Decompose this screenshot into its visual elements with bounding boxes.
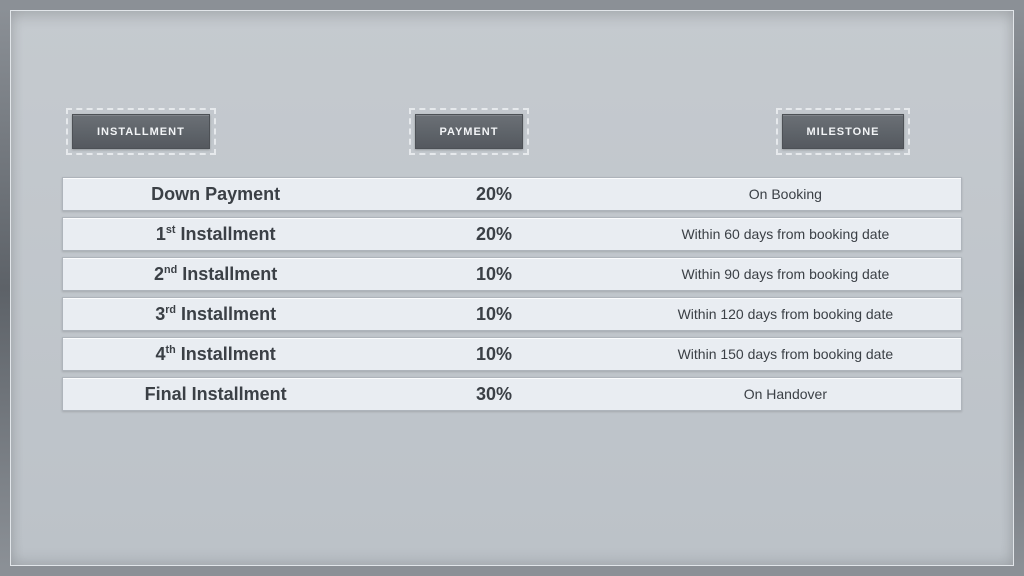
cell-installment: 4th Installment xyxy=(63,344,368,365)
header-cell: INSTALLMENT xyxy=(62,108,282,155)
header-cell: MILESTONE xyxy=(708,108,978,155)
header-badge-outer: INSTALLMENT xyxy=(66,108,216,155)
table-row: 2nd Installment10%Within 90 days from bo… xyxy=(62,257,962,291)
cell-installment: 1st Installment xyxy=(63,224,368,245)
cell-installment: 3rd Installment xyxy=(63,304,368,325)
table-row: 1st Installment20%Within 60 days from bo… xyxy=(62,217,962,251)
cell-payment: 30% xyxy=(368,384,619,405)
cell-milestone: Within 150 days from booking date xyxy=(620,346,961,362)
cell-payment: 10% xyxy=(368,344,619,365)
cell-payment: 10% xyxy=(368,264,619,285)
cell-milestone: On Booking xyxy=(620,186,961,202)
table-row: 3rd Installment10%Within 120 days from b… xyxy=(62,297,962,331)
slide-frame: INSTALLMENT PAYMENT MILESTONE Down Payme… xyxy=(0,0,1024,576)
cell-milestone: On Handover xyxy=(620,386,961,402)
table-body: Down Payment20%On Booking1st Installment… xyxy=(62,177,962,411)
header-installment: INSTALLMENT xyxy=(72,114,210,149)
cell-installment: Final Installment xyxy=(63,384,368,405)
cell-payment: 20% xyxy=(368,224,619,245)
table-row: 4th Installment10%Within 150 days from b… xyxy=(62,337,962,371)
header-cell: PAYMENT xyxy=(334,108,604,155)
cell-milestone: Within 120 days from booking date xyxy=(620,306,961,322)
cell-milestone: Within 90 days from booking date xyxy=(620,266,961,282)
table-row: Down Payment20%On Booking xyxy=(62,177,962,211)
cell-installment: 2nd Installment xyxy=(63,264,368,285)
cell-installment: Down Payment xyxy=(63,184,368,205)
header-badge-outer: PAYMENT xyxy=(409,108,530,155)
cell-milestone: Within 60 days from booking date xyxy=(620,226,961,242)
header-payment: PAYMENT xyxy=(415,114,524,149)
header-badge-outer: MILESTONE xyxy=(776,108,911,155)
table-row: Final Installment30%On Handover xyxy=(62,377,962,411)
cell-payment: 10% xyxy=(368,304,619,325)
table-header-row: INSTALLMENT PAYMENT MILESTONE xyxy=(62,108,962,155)
header-milestone: MILESTONE xyxy=(782,114,905,149)
cell-payment: 20% xyxy=(368,184,619,205)
